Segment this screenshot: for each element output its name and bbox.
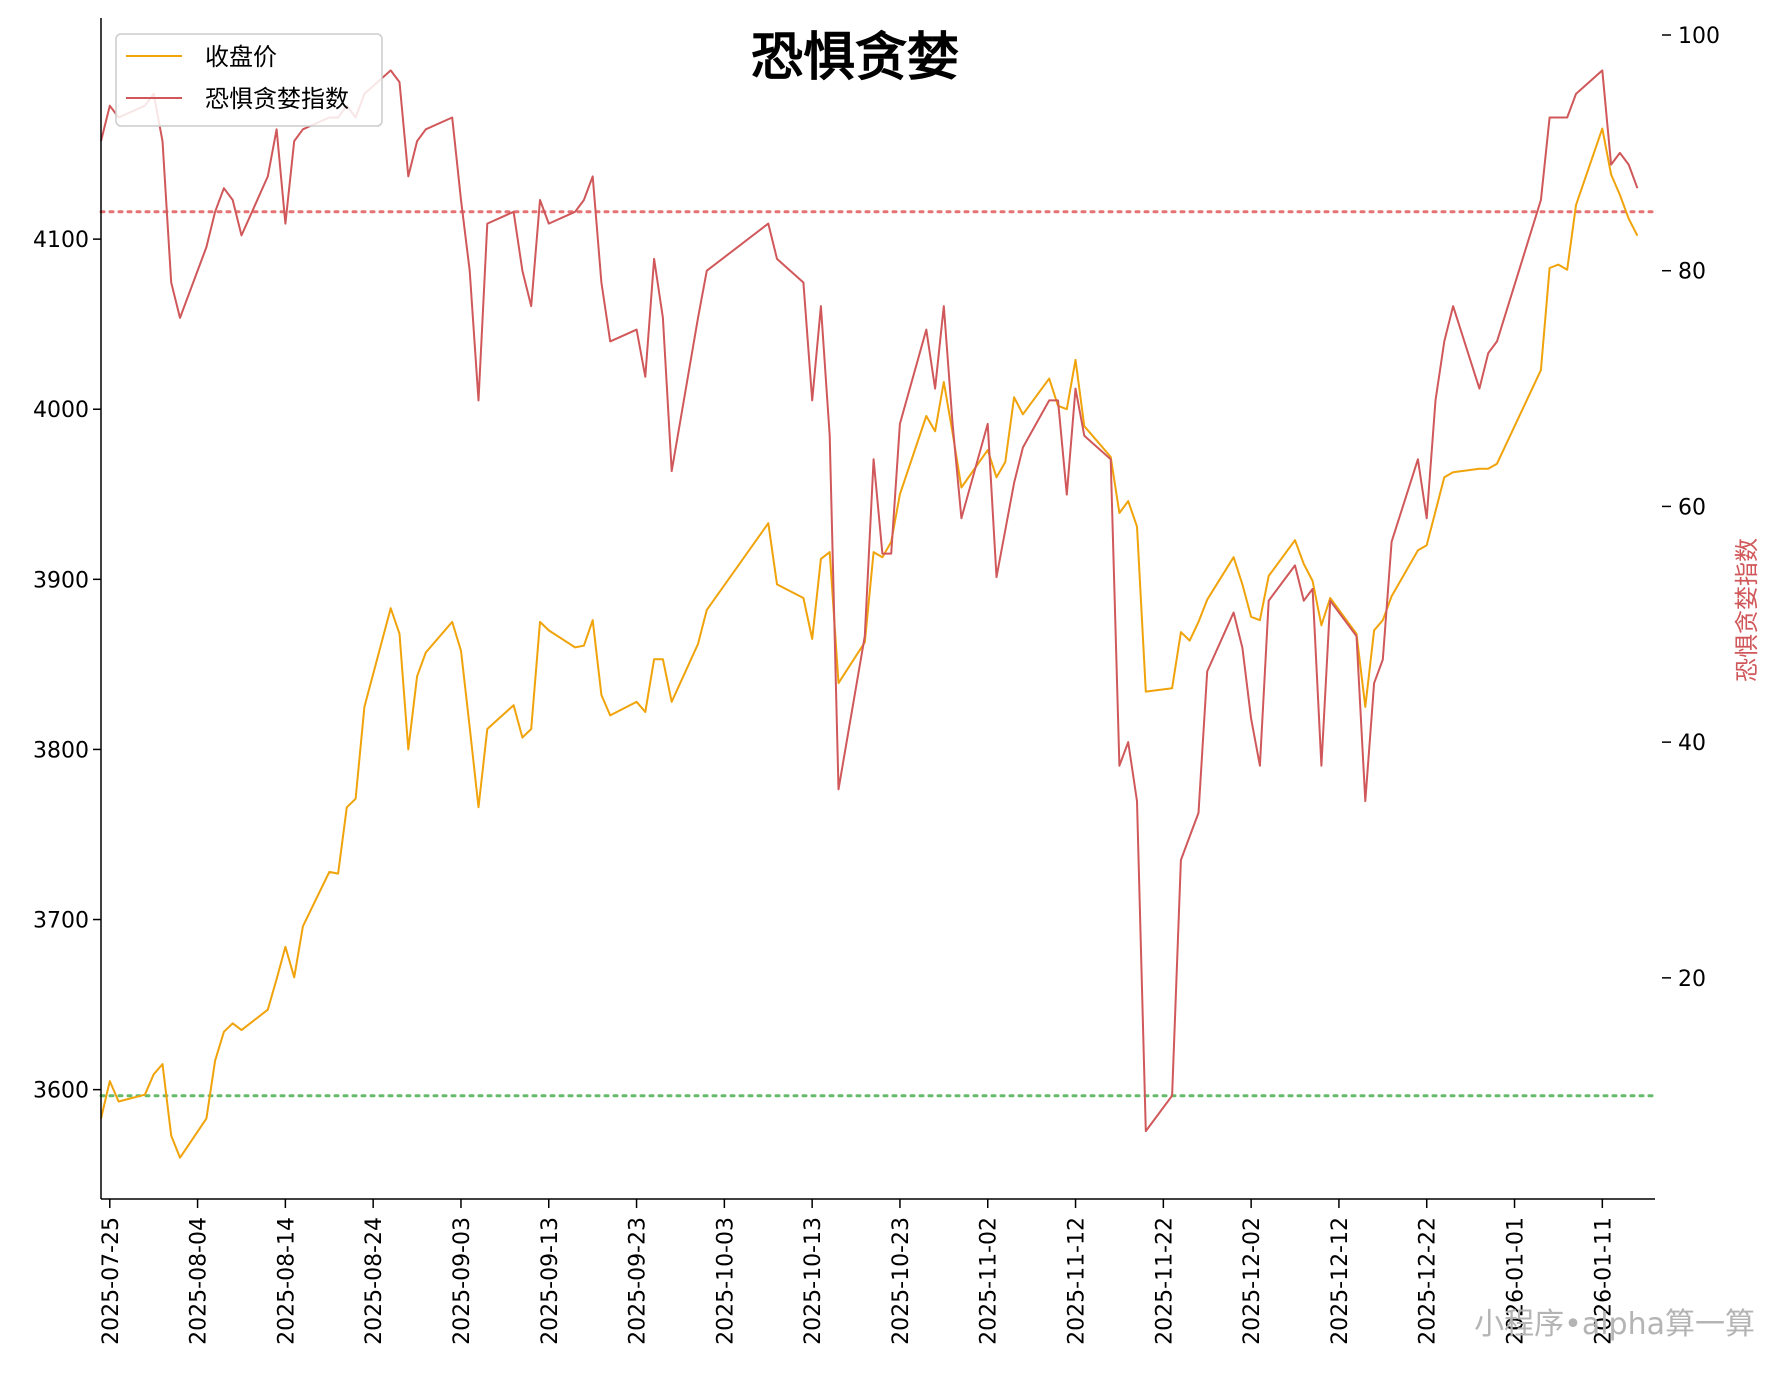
x-tick-label: 2025-09-23 xyxy=(626,1217,651,1345)
y-left-tick-label: 4100 xyxy=(33,228,89,253)
axes xyxy=(100,18,1655,1200)
series-layer xyxy=(100,69,1639,1159)
y-left-tick-label: 3800 xyxy=(33,738,89,763)
x-tick-label: 2026-01-01 xyxy=(1504,1217,1529,1345)
y-right-tick-label: 60 xyxy=(1678,495,1706,520)
x-tick-label: 2025-12-02 xyxy=(1240,1217,1265,1345)
x-tick-label: 2025-07-25 xyxy=(99,1217,124,1345)
ticks: 3600 3700 3800 3900 4000 4100 20 40 60 80 100 2025-… xyxy=(33,24,1720,1345)
y-left-tick-label: 4000 xyxy=(33,398,89,423)
x-tick-label: 2025-10-23 xyxy=(889,1217,914,1345)
right-axis-label: 恐惧贪婪指数 xyxy=(1733,538,1761,682)
chart-title: 恐惧贪婪 xyxy=(751,28,959,88)
legend-label-fear-greed: 恐惧贪婪指数 xyxy=(205,85,349,113)
legend: 收盘价 恐惧贪婪指数 xyxy=(115,33,383,127)
x-tick-label: 2025-08-14 xyxy=(274,1217,299,1345)
x-tick-label: 2025-11-02 xyxy=(977,1217,1002,1345)
x-tick-label: 2025-12-22 xyxy=(1416,1217,1441,1345)
x-tick-label: 2025-12-12 xyxy=(1328,1217,1353,1345)
x-tick-label: 2025-11-12 xyxy=(1065,1217,1090,1345)
x-tick-label: 2025-09-13 xyxy=(538,1217,563,1345)
y-left-tick-label: 3600 xyxy=(33,1079,89,1104)
x-tick-label: 2025-10-13 xyxy=(801,1217,826,1345)
series-line-close-price xyxy=(100,127,1639,1159)
y-right-tick-label: 80 xyxy=(1678,260,1706,285)
y-left-tick-label: 3900 xyxy=(33,568,89,593)
x-tick-label: 2025-08-24 xyxy=(362,1217,387,1345)
x-tick-label: 2025-08-04 xyxy=(187,1217,212,1345)
y-right-tick-label: 100 xyxy=(1678,24,1720,49)
y-right-tick-label: 40 xyxy=(1678,731,1706,756)
x-tick-label: 2025-09-03 xyxy=(450,1217,475,1345)
y-left-tick-label: 3700 xyxy=(33,909,89,934)
legend-label-close-price: 收盘价 xyxy=(205,43,277,71)
x-tick-label: 2026-01-11 xyxy=(1591,1217,1616,1345)
x-tick-label: 2025-11-22 xyxy=(1152,1217,1177,1345)
legend-box xyxy=(115,33,383,127)
y-right-tick-label: 20 xyxy=(1678,967,1706,992)
x-tick-label: 2025-10-03 xyxy=(713,1217,738,1345)
reference-lines xyxy=(99,210,1657,1098)
watermark: 小程序•alpha算一算 xyxy=(1474,1307,1755,1342)
